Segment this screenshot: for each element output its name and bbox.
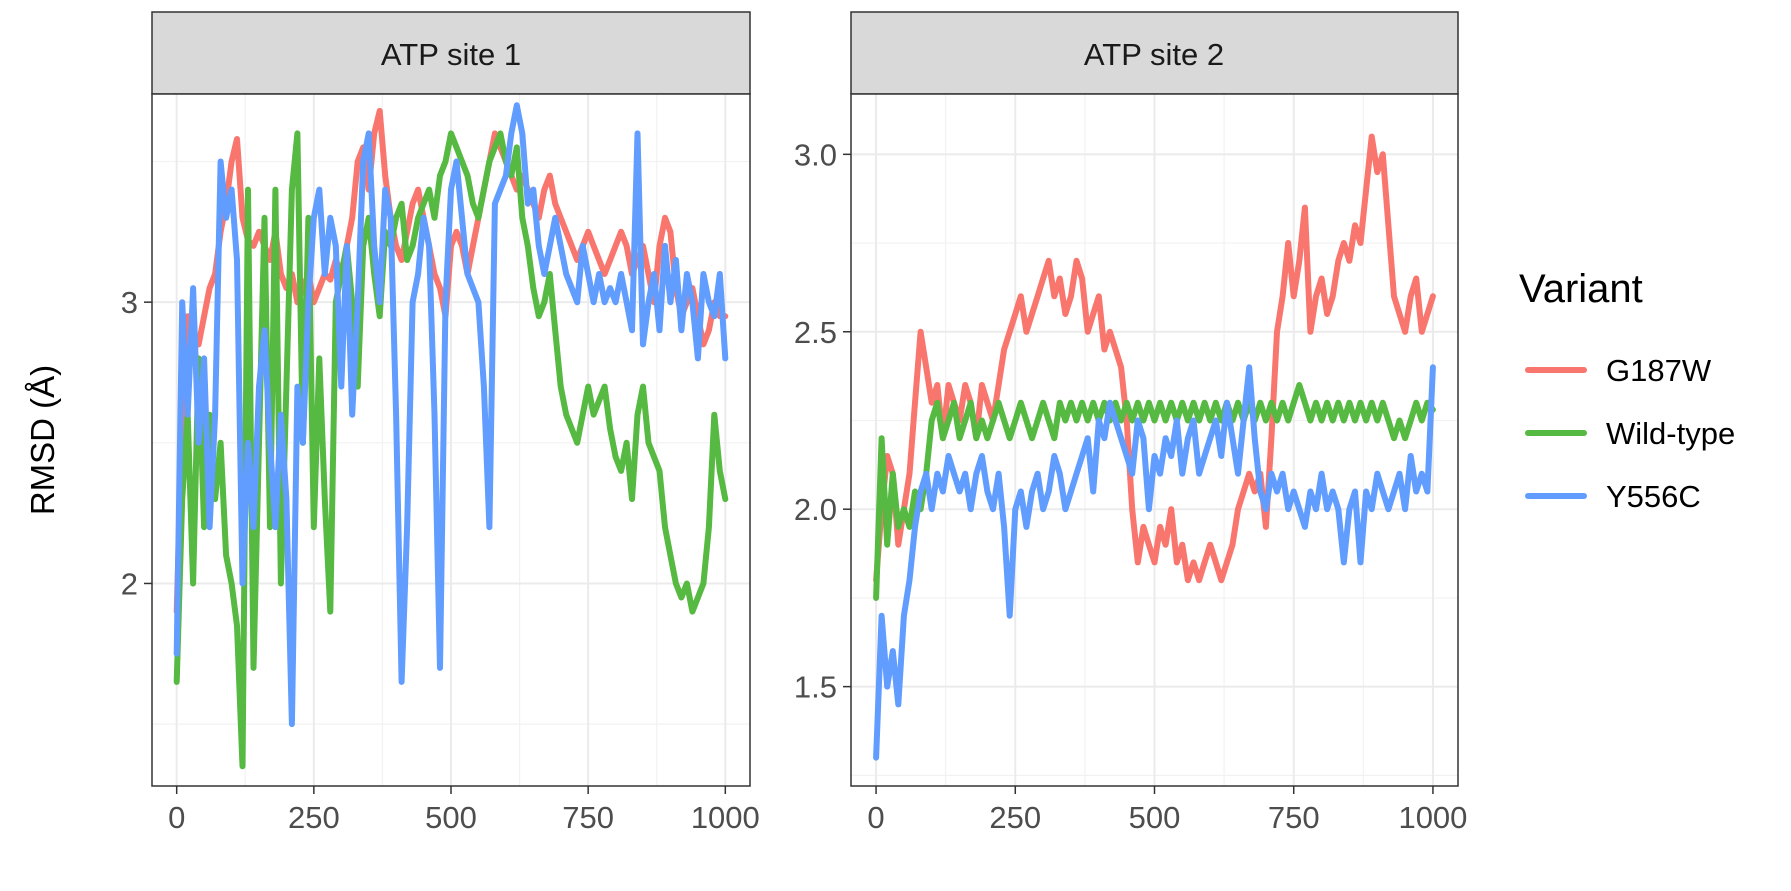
panel-2-title: ATP site 2 [1084, 37, 1224, 72]
x-tick-label: 750 [1268, 800, 1320, 835]
x-tick-label: 250 [288, 800, 340, 835]
panel-2-strip [850, 11, 1459, 95]
y-tick-label: 3 [121, 285, 138, 320]
panel-2-x-axis: 0 250 500 750 1000 [867, 786, 1467, 835]
legend-label: Wild-type [1606, 416, 1735, 451]
series-line-g187w [873, 133, 1436, 584]
panel-2-series [873, 133, 1436, 761]
panel-atp-site-1: ATP site 1 23 0 250 500 750 1000 [121, 11, 760, 835]
series-line-y556c [173, 102, 729, 728]
legend-label: Y556C [1606, 479, 1701, 514]
panel-1-x-axis: 0 250 500 750 1000 [168, 786, 760, 835]
y-tick-label: 2.0 [794, 492, 837, 527]
y-tick-label: 1.5 [794, 670, 837, 705]
panel-1-strip [151, 11, 751, 95]
x-tick-label: 500 [425, 800, 477, 835]
x-tick-label: 1000 [691, 800, 760, 835]
panel-1-title: ATP site 1 [381, 37, 521, 72]
x-tick-label: 1000 [1398, 800, 1467, 835]
x-tick-label: 250 [989, 800, 1041, 835]
x-tick-label: 750 [562, 800, 614, 835]
legend-entries: G187W Wild-type Y556C [1525, 353, 1735, 514]
legend-label: G187W [1606, 353, 1712, 388]
panel-2-y-axis: 1.5 2.0 2.5 3.0 [794, 137, 851, 705]
series-line-y556c [873, 364, 1436, 761]
x-tick-label: 0 [168, 800, 185, 835]
y-tick-label: 3.0 [794, 137, 837, 172]
legend: Variant G187W Wild-type Y556C [1519, 267, 1735, 514]
series-line-wild-type [873, 382, 1436, 601]
legend-title: Variant [1519, 267, 1643, 311]
panel-atp-site-2: ATP site 2 1.5 2.0 2.5 3.0 0 250 500 750 1000 [794, 11, 1467, 835]
panel-1-series [173, 102, 729, 770]
panel-1-y-axis: 23 [121, 285, 152, 601]
x-tick-label: 0 [867, 800, 884, 835]
x-tick-label: 500 [1129, 800, 1181, 835]
y-tick-label: 2.5 [794, 315, 837, 350]
y-tick-label: 2 [121, 566, 138, 601]
y-axis-title: RMSD (Å) [24, 365, 61, 515]
